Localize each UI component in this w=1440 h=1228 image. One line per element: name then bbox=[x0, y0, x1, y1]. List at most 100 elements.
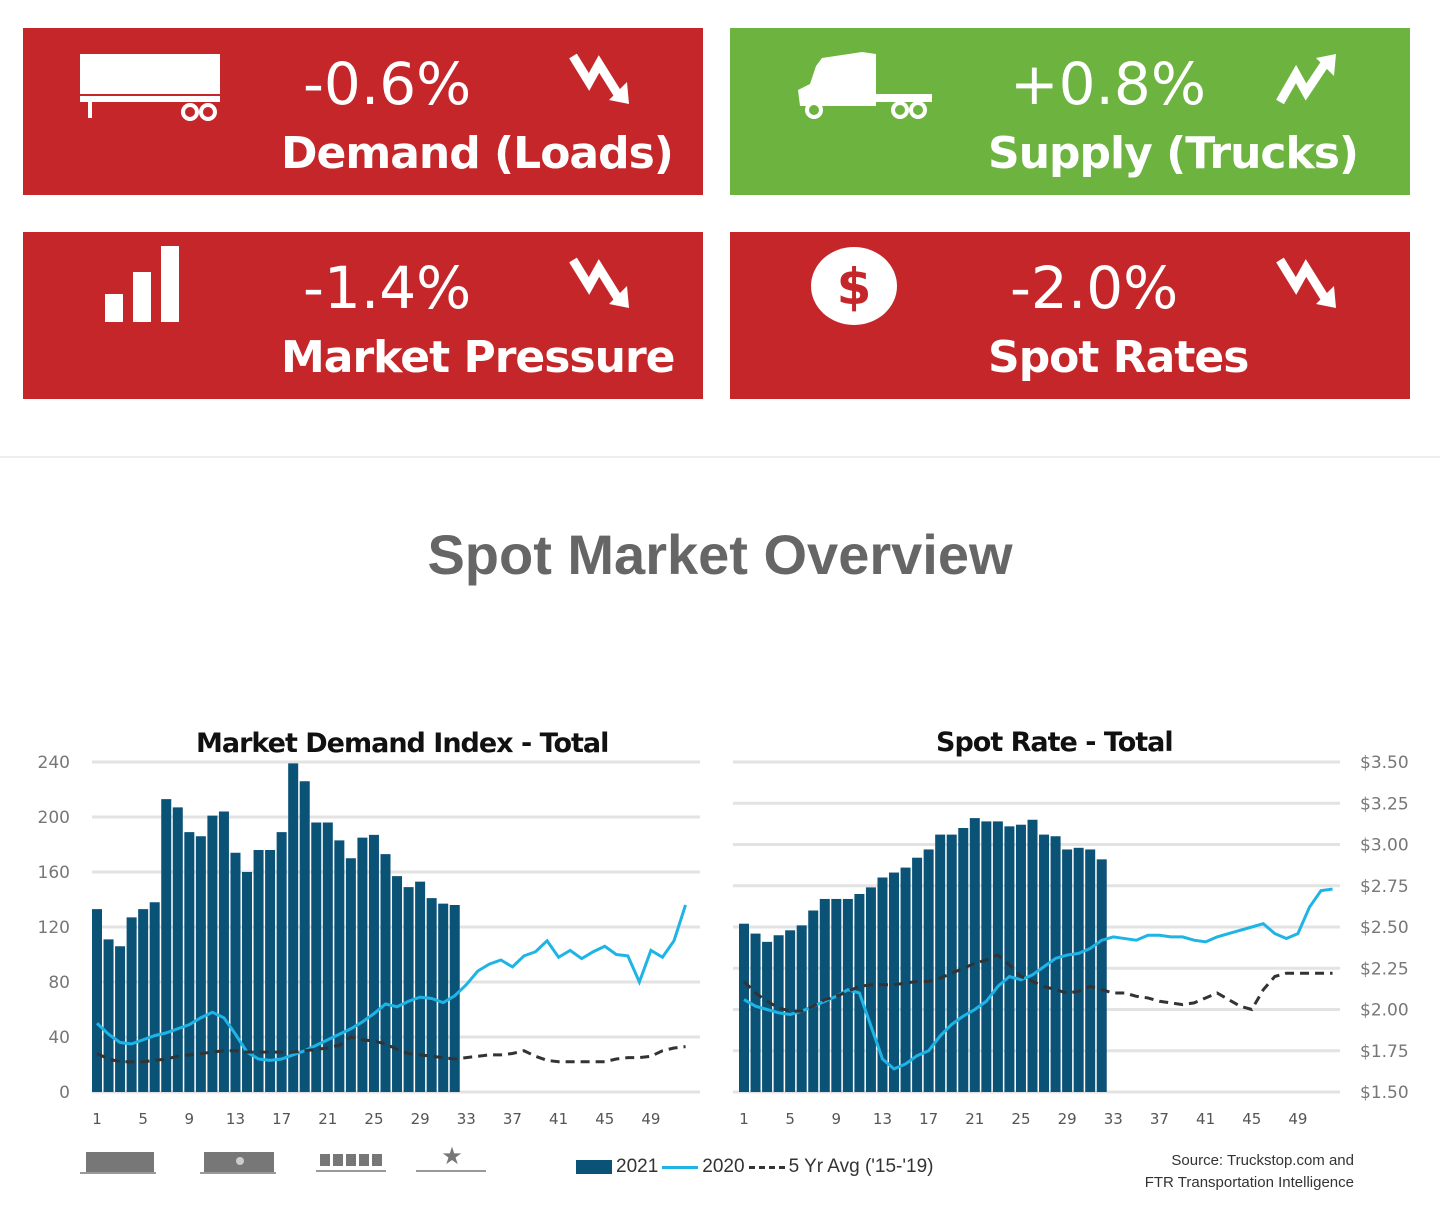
bar-2021 bbox=[739, 923, 749, 1092]
bar-2021 bbox=[969, 818, 980, 1092]
y-tick-label: 120 bbox=[38, 918, 70, 938]
svg-text:★: ★ bbox=[441, 1144, 463, 1170]
bar-2021 bbox=[1073, 847, 1084, 1092]
bar-2021 bbox=[426, 898, 437, 1092]
trend-down-icon bbox=[569, 257, 629, 308]
y-tick-label: $3.00 bbox=[1360, 836, 1409, 856]
line-5yr-avg bbox=[96, 1035, 686, 1064]
bar-2021 bbox=[923, 849, 934, 1092]
bar-2021 bbox=[912, 857, 923, 1092]
bar-2021 bbox=[380, 854, 391, 1092]
bar-2021 bbox=[449, 905, 460, 1092]
x-tick-label: 45 bbox=[1242, 1110, 1261, 1128]
y-tick-label: $2.25 bbox=[1360, 959, 1409, 979]
x-tick-label: 13 bbox=[873, 1110, 892, 1128]
x-tick-label: 17 bbox=[919, 1110, 938, 1128]
bar-2021 bbox=[265, 850, 276, 1092]
x-tick-label: 29 bbox=[411, 1110, 430, 1128]
card-supply: +0.8% Supply (Trucks) bbox=[730, 28, 1410, 195]
bar-2021 bbox=[1004, 826, 1015, 1092]
x-tick-label: 49 bbox=[641, 1110, 660, 1128]
x-tick-label: 33 bbox=[457, 1110, 476, 1128]
spot-rates-value: -2.0% bbox=[1010, 254, 1179, 322]
legend-swatch-2021 bbox=[576, 1160, 612, 1174]
x-tick-label: 41 bbox=[549, 1110, 568, 1128]
bar-2021 bbox=[900, 867, 911, 1092]
svg-text:$: $ bbox=[837, 258, 872, 316]
dollar-icon: $ bbox=[811, 247, 897, 325]
bar-2021 bbox=[1085, 849, 1096, 1092]
reefer-icon bbox=[200, 1152, 276, 1174]
x-tick-label: 25 bbox=[1011, 1110, 1030, 1128]
x-tick-label: 5 bbox=[138, 1110, 148, 1128]
legend-label-2020: 2020 bbox=[702, 1156, 745, 1177]
bar-2021 bbox=[322, 822, 333, 1092]
bar-2021 bbox=[842, 898, 853, 1092]
bar-2021 bbox=[1050, 836, 1061, 1092]
x-tick-label: 37 bbox=[503, 1110, 522, 1128]
x-tick-label: 1 bbox=[739, 1110, 749, 1128]
x-tick-label: 33 bbox=[1104, 1110, 1123, 1128]
bar-2021 bbox=[345, 858, 356, 1092]
bar-2021 bbox=[288, 763, 299, 1092]
dry-van-icon bbox=[80, 1152, 156, 1174]
bar-2021 bbox=[115, 946, 126, 1092]
bar-2021 bbox=[808, 910, 819, 1092]
y-tick-label: 200 bbox=[38, 808, 70, 828]
bar-2021 bbox=[1015, 824, 1026, 1092]
legend-label-2021: 2021 bbox=[616, 1156, 659, 1177]
y-tick-label: $2.50 bbox=[1360, 918, 1409, 938]
bar-2021 bbox=[762, 941, 773, 1092]
x-tick-label: 25 bbox=[364, 1110, 383, 1128]
bar-2021 bbox=[92, 909, 102, 1092]
bar-2021 bbox=[935, 834, 946, 1092]
bar-2021 bbox=[865, 887, 876, 1092]
trailer-icon bbox=[80, 54, 220, 121]
source-line-2: FTR Transportation Intelligence bbox=[1144, 1174, 1354, 1191]
bar-2021 bbox=[750, 933, 761, 1092]
x-tick-label: 9 bbox=[832, 1110, 842, 1128]
trend-down-icon bbox=[1276, 257, 1336, 308]
market-pressure-label: Market Pressure bbox=[281, 332, 675, 383]
card-demand: -0.6% Demand (Loads) bbox=[23, 28, 703, 195]
x-tick-label: 9 bbox=[185, 1110, 195, 1128]
supply-label: Supply (Trucks) bbox=[988, 128, 1359, 179]
bar-2021 bbox=[276, 832, 287, 1092]
bar-2021 bbox=[981, 821, 992, 1092]
x-tick-label: 1 bbox=[92, 1110, 102, 1128]
bar-2021 bbox=[1027, 819, 1038, 1092]
x-tick-label: 37 bbox=[1150, 1110, 1169, 1128]
bar-2021 bbox=[392, 876, 403, 1092]
bar-2021 bbox=[149, 902, 160, 1092]
spot-rates-label: Spot Rates bbox=[988, 332, 1249, 383]
card-spot-rates: $ -2.0% Spot Rates bbox=[730, 232, 1410, 399]
chart-title-demand: Market Demand Index - Total bbox=[196, 728, 609, 759]
truck-icon bbox=[798, 52, 932, 119]
bar-2021 bbox=[126, 917, 137, 1092]
bar-2021 bbox=[230, 852, 241, 1092]
bar-2021 bbox=[368, 834, 379, 1092]
supply-value: +0.8% bbox=[1010, 50, 1206, 118]
y-tick-label: $1.75 bbox=[1360, 1042, 1409, 1062]
y-tick-label: 160 bbox=[38, 863, 70, 883]
card-market-pressure: -1.4% Market Pressure bbox=[23, 232, 703, 399]
x-tick-label: 29 bbox=[1058, 1110, 1077, 1128]
all-equipment-star-icon: ★ bbox=[416, 1144, 486, 1172]
x-tick-label: 5 bbox=[785, 1110, 795, 1128]
source-line-1: Source: Truckstop.com and bbox=[1171, 1152, 1354, 1169]
line-5yr-avg bbox=[742, 953, 1333, 1013]
bar-2021 bbox=[253, 850, 264, 1092]
y-tick-label: 240 bbox=[38, 753, 70, 773]
trend-up-icon bbox=[1276, 54, 1336, 105]
x-tick-label: 13 bbox=[226, 1110, 245, 1128]
bar-2021 bbox=[357, 837, 368, 1092]
market-pressure-value: -1.4% bbox=[303, 254, 472, 322]
section-title: Spot Market Overview bbox=[427, 523, 1013, 586]
bar-2021 bbox=[299, 781, 310, 1092]
y-tick-label: 40 bbox=[48, 1028, 70, 1048]
bar-2021 bbox=[796, 925, 807, 1092]
line-2020 bbox=[95, 904, 687, 1062]
bar-2021 bbox=[958, 828, 969, 1092]
bar-2021 bbox=[889, 872, 900, 1092]
